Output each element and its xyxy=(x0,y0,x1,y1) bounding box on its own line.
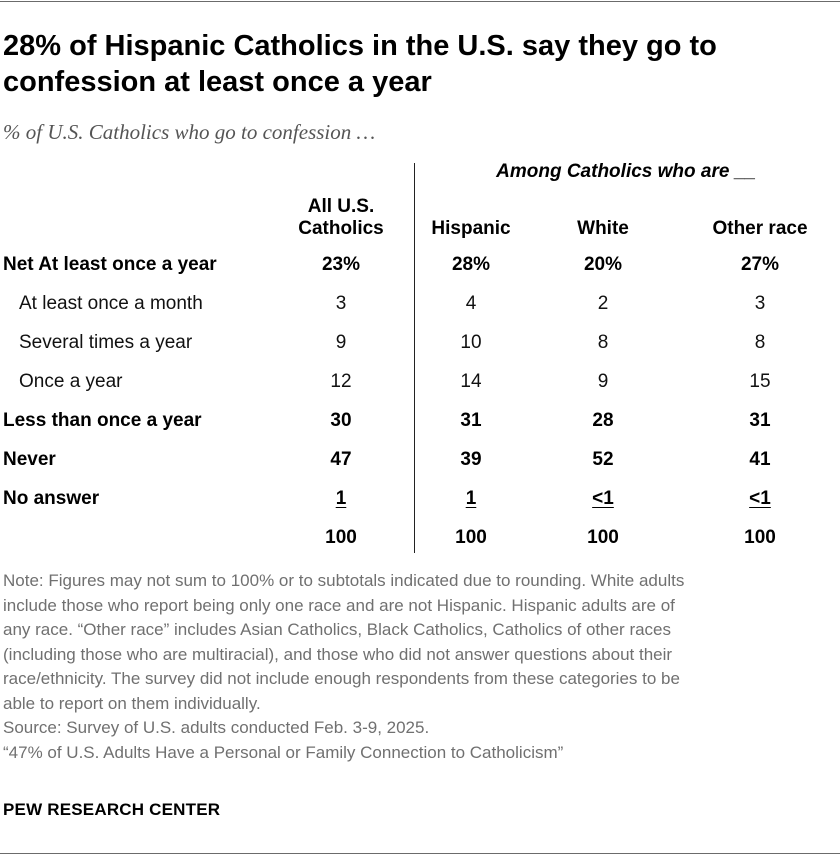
table-cell: 1 xyxy=(335,488,347,509)
report-title-line: “47% of U.S. Adults Have a Personal or F… xyxy=(3,742,564,762)
column-header-white: White xyxy=(577,218,629,239)
table-cell: 3 xyxy=(754,293,766,314)
table-cell: 12 xyxy=(330,371,352,392)
column-header-all-line2: Catholics xyxy=(298,218,384,239)
table-cell: 4 xyxy=(465,293,477,314)
column-group-label: Among Catholics who are __ xyxy=(496,161,756,182)
table-row: No answer 1 1 <1 <1 xyxy=(0,479,840,518)
table-cell: 41 xyxy=(749,449,771,470)
table-row: Never 47 39 52 41 xyxy=(0,440,840,479)
note-line: race/ethnicity. The survey did not inclu… xyxy=(3,669,680,688)
table-cell: 100 xyxy=(455,527,487,548)
table-cell: 28% xyxy=(451,254,491,275)
row-label: Less than once a year xyxy=(3,410,202,431)
table-cell: 8 xyxy=(754,332,766,353)
table-cell: 31 xyxy=(749,410,771,431)
row-label: Net At least once a year xyxy=(3,254,217,275)
chart-title: 28% of Hispanic Catholics in the U.S. sa… xyxy=(3,30,717,98)
source-line: Source: Survey of U.S. adults conducted … xyxy=(3,718,430,737)
table-cell: 47 xyxy=(330,449,352,470)
table-cell: <1 xyxy=(592,488,614,509)
table-cell: 14 xyxy=(460,371,482,392)
note-line: include those who report being only one … xyxy=(3,595,675,615)
table-cell: 3 xyxy=(335,293,347,314)
table-cell: 28 xyxy=(592,410,614,431)
note-line: Note: Figures may not sum to 100% or to … xyxy=(3,571,685,590)
table-cell: 23% xyxy=(321,254,361,275)
note-line: any race. “Other race” includes Asian Ca… xyxy=(3,620,672,639)
table-row: Once a year 12 14 9 15 xyxy=(0,362,840,401)
table-cell: 30 xyxy=(330,410,352,431)
table-cell: <1 xyxy=(749,488,771,509)
row-label: At least once a month xyxy=(19,293,203,314)
table-cell: 10 xyxy=(460,332,482,353)
table-cell: 9 xyxy=(335,332,347,353)
table-row: Several times a year 9 10 8 8 xyxy=(0,323,840,362)
table-cell: 39 xyxy=(460,449,482,470)
table-cell: 100 xyxy=(325,527,357,548)
note-line: able to report on them individually. xyxy=(3,693,261,713)
column-divider xyxy=(414,163,415,553)
table-cell: 9 xyxy=(597,371,609,392)
note-line: (including those who are multiracial), a… xyxy=(3,644,673,664)
table-cell: 31 xyxy=(460,410,482,431)
table-cell: 8 xyxy=(597,332,609,353)
bottom-rule xyxy=(0,853,840,854)
table-row: Net At least once a year 23% 28% 20% 27% xyxy=(0,245,840,284)
column-header-hispanic: Hispanic xyxy=(431,218,511,239)
table-row: 100 100 100 100 xyxy=(0,518,840,557)
column-header-all: All U.S. Catholics xyxy=(276,196,406,240)
notes: Note: Figures may not sum to 100% or to … xyxy=(3,569,833,765)
row-label: Never xyxy=(3,449,56,470)
top-rule xyxy=(0,1,840,2)
table-row: Less than once a year 30 31 28 31 xyxy=(0,401,840,440)
table-cell: 2 xyxy=(597,293,609,314)
row-label: No answer xyxy=(3,488,100,509)
brand-logo-text: PEW RESEARCH CENTER xyxy=(3,800,221,819)
chart-subtitle: % of U.S. Catholics who go to confession… xyxy=(3,120,376,144)
row-label: Several times a year xyxy=(19,332,193,353)
table-cell: 27% xyxy=(740,254,780,275)
column-header-other-race: Other race xyxy=(712,218,808,239)
row-label: Once a year xyxy=(19,371,123,392)
table-cell: 100 xyxy=(744,527,776,548)
table-cell: 20% xyxy=(583,254,623,275)
table-cell: 100 xyxy=(587,527,619,548)
table-row: At least once a month 3 4 2 3 xyxy=(0,284,840,323)
column-header-all-line1: All U.S. xyxy=(307,196,375,217)
table-cell: 52 xyxy=(592,449,614,470)
table-cell: 15 xyxy=(749,371,771,392)
table-cell: 1 xyxy=(465,488,477,509)
